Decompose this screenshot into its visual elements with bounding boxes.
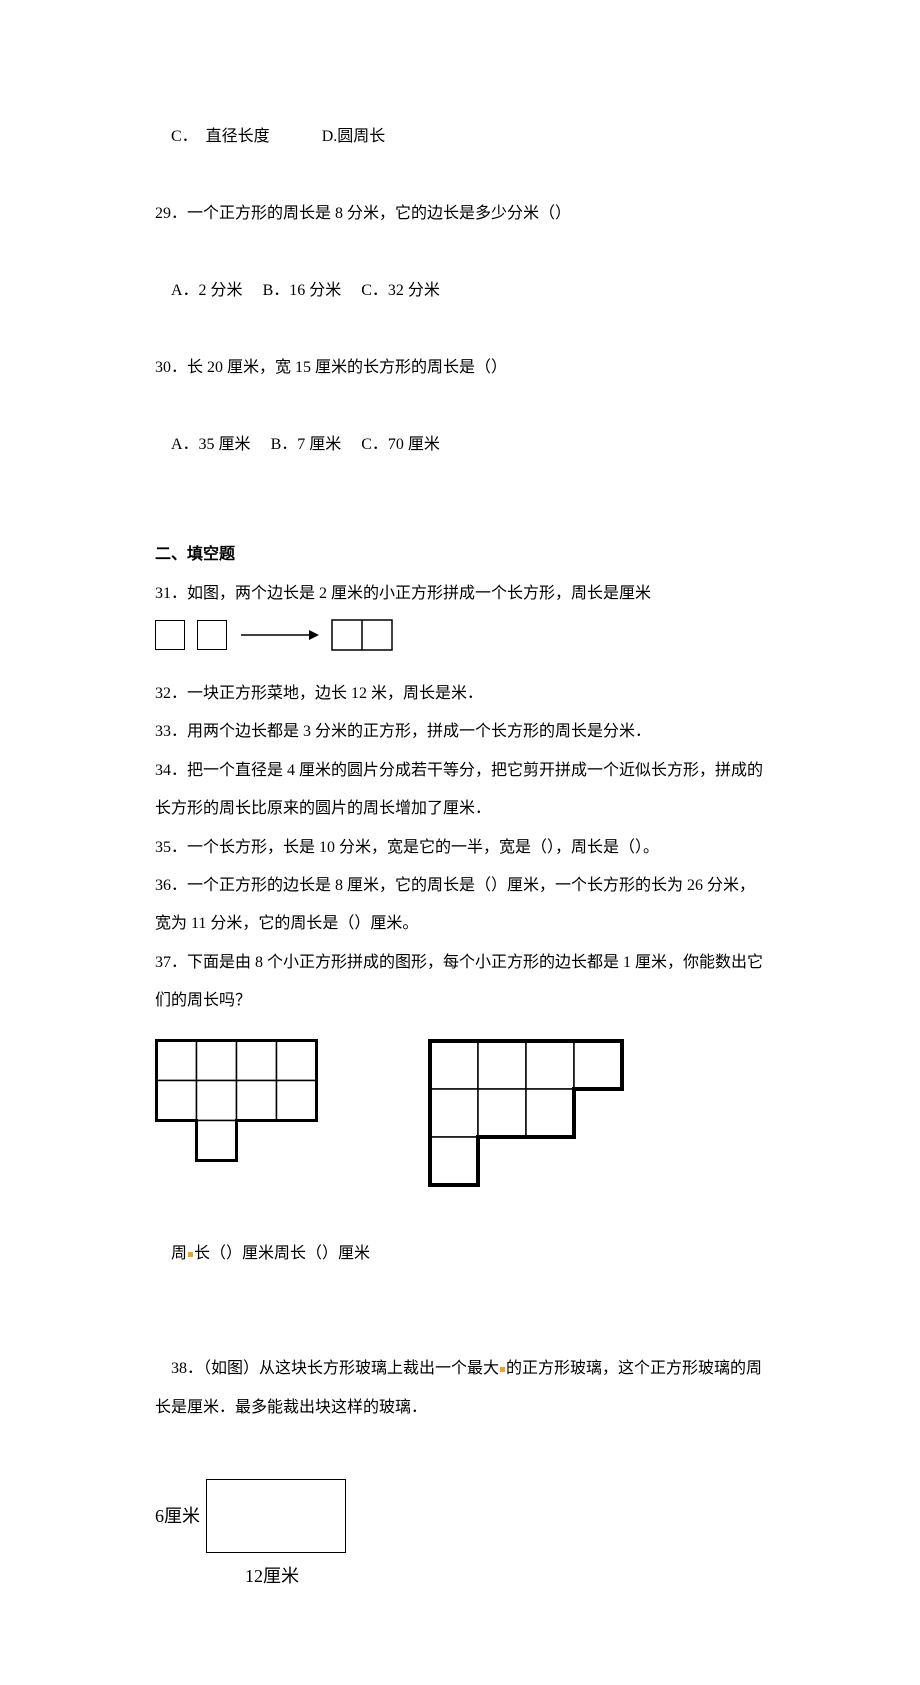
- section-2-heading: 二、填空题: [155, 536, 765, 574]
- q31-combined-rect: [331, 619, 393, 651]
- q32: 32．一块正方形菜地，边长 12 米，周长是米．: [155, 675, 765, 713]
- q38-stem-pre: 38．（如图）从这块长方形玻璃上裁出一个最大: [171, 1360, 499, 1377]
- spacer: [243, 282, 263, 299]
- spacer: [341, 282, 361, 299]
- page: C． 直径长度 D.圆周长 29．一个正方形的周长是 8 分米，它的边长是多少分…: [0, 0, 920, 1685]
- q38-label-height: 6厘米: [155, 1495, 200, 1538]
- q28-options: C． 直径长度 D.圆周长: [155, 80, 765, 195]
- q29-option-b: B．16 分米: [263, 282, 342, 299]
- q28-option-c: C． 直径长度: [171, 128, 270, 145]
- q38-rectangle: [206, 1479, 346, 1553]
- q37-stem: 37．下面是由 8 个小正方形拼成的图形，每个小正方形的边长都是 1 厘米，你能…: [155, 944, 765, 1021]
- q29-option-c: C．32 分米: [361, 282, 440, 299]
- q38-label-width: 12厘米: [245, 1555, 765, 1598]
- q30-stem: 30．长 20 厘米，宽 15 厘米的长方形的周长是（）: [155, 349, 765, 387]
- q30-option-b: B．7 厘米: [271, 436, 342, 453]
- q30-options: A．35 厘米 B．7 厘米 C．70 厘米: [155, 387, 765, 502]
- q30-option-c: C．70 厘米: [361, 436, 440, 453]
- q33: 33．用两个边长都是 3 分米的正方形，拼成一个长方形的周长是分米．: [155, 713, 765, 751]
- q38-stem: 38．（如图）从这块长方形玻璃上裁出一个最大的正方形玻璃，这个正方形玻璃的周长是…: [155, 1312, 765, 1466]
- q35: 35．一个长方形，长是 10 分米，宽是它的一半，宽是（），周长是（）。: [155, 829, 765, 867]
- q34: 34．把一个直径是 4 厘米的圆片分成若干等分，把它剪开拼成一个近似长方形，拼成…: [155, 752, 765, 829]
- arrow-right-icon: [239, 625, 319, 645]
- q37-figures: [155, 1039, 765, 1187]
- q37-caption-pre: 周: [171, 1245, 187, 1262]
- q37-shape-b: [428, 1039, 624, 1187]
- gap: [155, 502, 765, 536]
- q31-square-1: [155, 620, 185, 650]
- q31-square-2: [197, 620, 227, 650]
- q36: 36．一个正方形的边长是 8 厘米，它的周长是（）厘米，一个长方形的长为 26 …: [155, 867, 765, 944]
- orange-dot-icon: [500, 1367, 505, 1372]
- q29-options: A．2 分米 B．16 分米 C．32 分米: [155, 234, 765, 349]
- gap: [155, 665, 765, 675]
- q29-stem: 29．一个正方形的周长是 8 分米，它的边长是多少分米（）: [155, 195, 765, 233]
- spacer: [270, 128, 322, 145]
- spacer: [341, 436, 361, 453]
- q31-figure: [155, 619, 765, 651]
- q37-shape-a: [155, 1039, 318, 1187]
- orange-dot-icon: [188, 1252, 193, 1257]
- q28-option-d: D.圆周长: [322, 128, 386, 145]
- q29-option-a: A．2 分米: [171, 282, 243, 299]
- q37-caption-mid: 长（）厘米周长（）厘米: [194, 1245, 370, 1262]
- spacer: [251, 436, 271, 453]
- q37-caption: 周长（）厘米周长（）厘米: [155, 1197, 765, 1312]
- q30-option-a: A．35 厘米: [171, 436, 251, 453]
- q31-stem: 31．如图，两个边长是 2 厘米的小正方形拼成一个长方形，周长是厘米: [155, 575, 765, 613]
- q38-figure: 6厘米 12厘米: [155, 1479, 765, 1598]
